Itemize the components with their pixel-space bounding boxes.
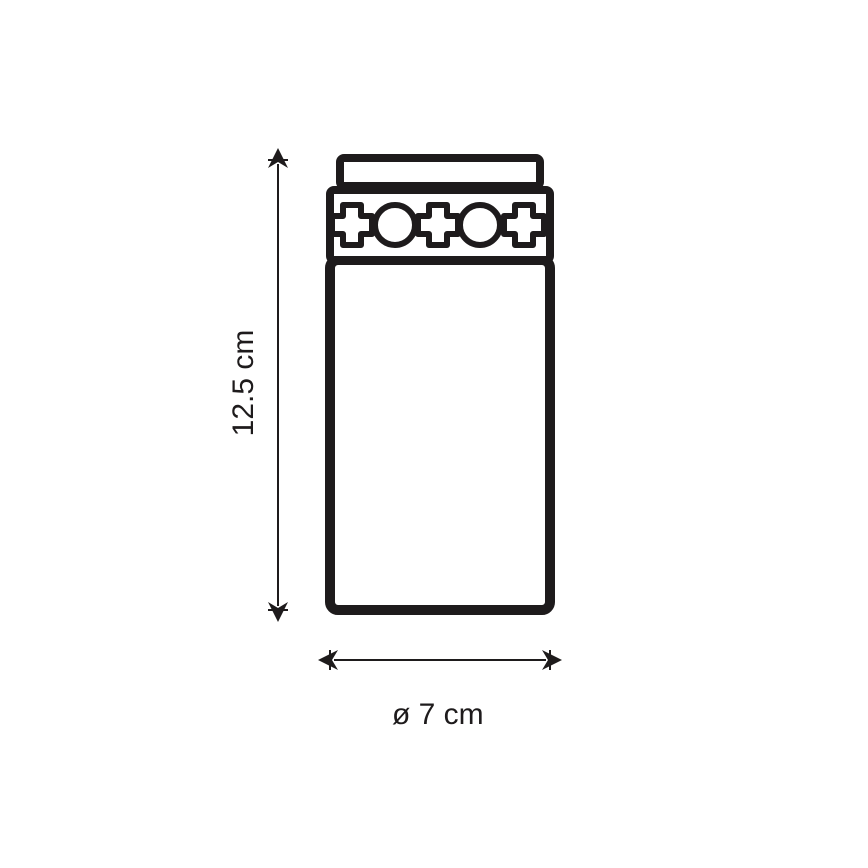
diagram-stage: 12.5 cm ø 7 cm [0, 0, 868, 868]
object-body [330, 260, 550, 610]
object-cap [340, 158, 540, 186]
height-dimension-label: 12.5 cm [227, 323, 257, 443]
band-pattern [332, 205, 544, 245]
width-dimension-label: ø 7 cm [392, 698, 484, 732]
diagram-svg [0, 0, 868, 868]
